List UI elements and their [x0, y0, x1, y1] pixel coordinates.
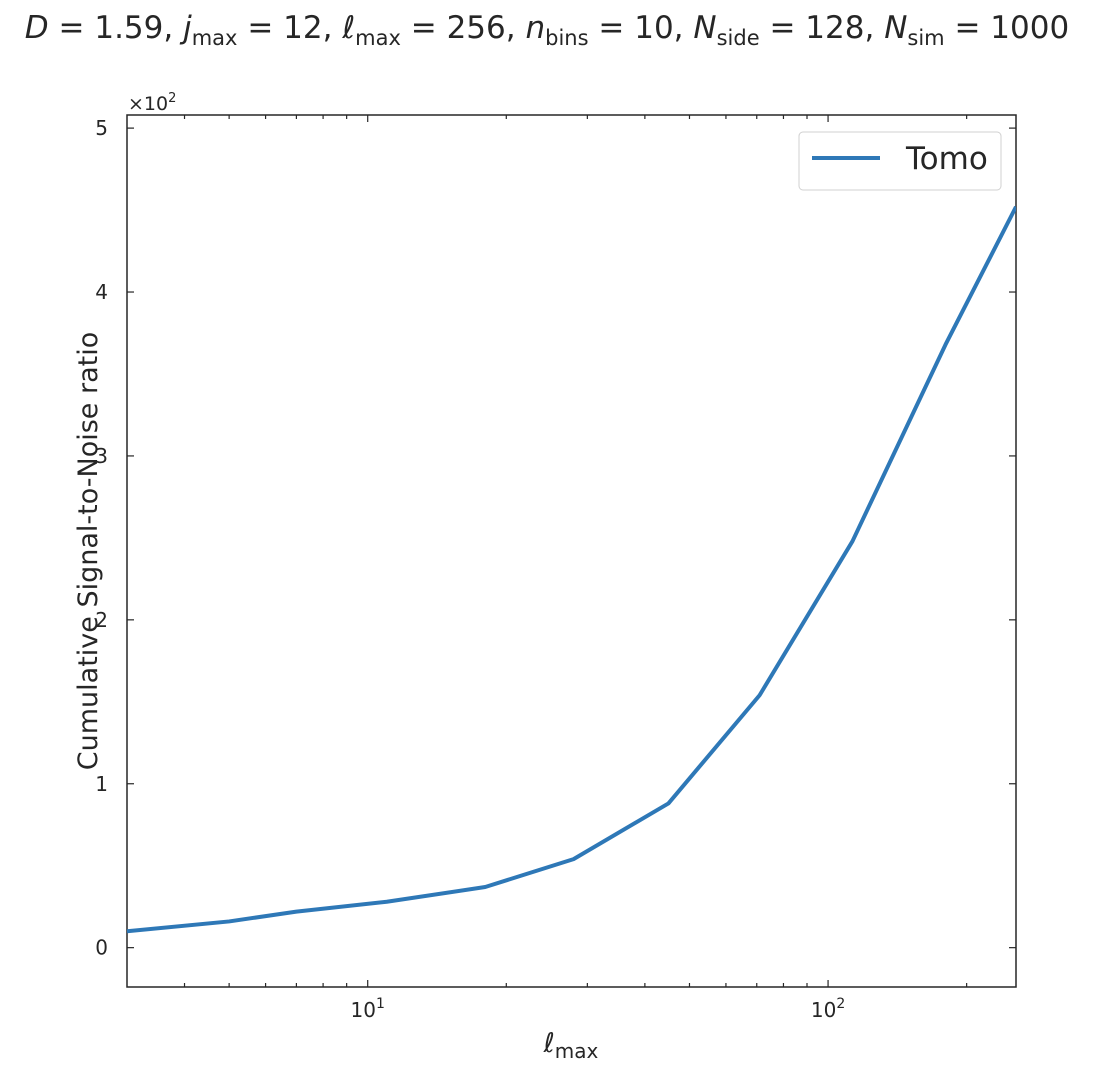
x-tick-base: 10	[811, 998, 836, 1022]
x-label-symbol: ℓ	[543, 1028, 555, 1059]
title-text: = 12,	[237, 10, 342, 46]
title-text: = 256,	[401, 10, 526, 46]
y-tick-label: 2	[95, 608, 108, 632]
title-symbol: D	[25, 10, 49, 46]
multiplier-base: ×10	[128, 93, 168, 115]
x-tick-base: 10	[351, 998, 376, 1022]
y-tick-label: 0	[95, 936, 108, 960]
title-subscript: max	[192, 26, 238, 50]
x-tick-label: 102	[811, 996, 845, 1022]
plot-frame	[126, 114, 1017, 988]
multiplier-exponent: 2	[168, 91, 176, 106]
x-label-subscript: max	[555, 1039, 599, 1063]
title-symbol: n	[525, 10, 545, 46]
x-tick-label: 101	[351, 996, 385, 1022]
x-tick-exponent: 1	[376, 996, 385, 1012]
title-text: = 10,	[589, 10, 694, 46]
title-symbol: N	[884, 10, 907, 46]
y-tick-label: 1	[95, 772, 108, 796]
series-line	[127, 205, 1016, 934]
title-subscript: max	[355, 26, 401, 50]
title-subscript: side	[717, 26, 760, 50]
title-subscript: sim	[907, 26, 944, 50]
legend-label: Tomo	[905, 141, 988, 177]
title-subscript: bins	[545, 26, 588, 50]
y-tick-label: 4	[95, 280, 108, 304]
title-text: = 128,	[760, 10, 885, 46]
title-symbol: ℓ	[341, 10, 355, 46]
chart-title: D = 1.59, jmax = 12, ℓmax = 256, nbins =…	[25, 10, 1069, 50]
x-axis-label: ℓmax	[543, 1028, 599, 1063]
y-tick-label: 5	[95, 116, 108, 140]
title-text: = 1.59,	[49, 10, 183, 46]
x-tick-exponent: 2	[836, 996, 845, 1012]
y-multiplier: ×102	[128, 91, 176, 115]
y-tick-label: 3	[95, 444, 108, 468]
legend-box	[798, 131, 1002, 191]
title-symbol: j	[179, 10, 192, 46]
y-axis-label: Cumulative Signal-to-Noise ratio	[73, 332, 104, 770]
title-symbol: N	[693, 10, 716, 46]
title-text: = 1000	[945, 10, 1070, 46]
